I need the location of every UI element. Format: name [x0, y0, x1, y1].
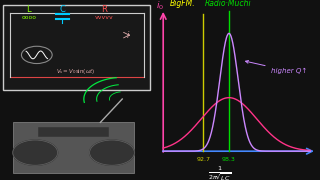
Circle shape: [21, 46, 52, 64]
Text: $V_s=V_0\sin(\omega t)$: $V_s=V_0\sin(\omega t)$: [56, 68, 95, 76]
Text: $i_0$: $i_0$: [156, 0, 164, 12]
Text: BigFM.: BigFM.: [170, 0, 195, 8]
Text: $\frac{1}{2\pi\sqrt{LC}}$: $\frac{1}{2\pi\sqrt{LC}}$: [208, 164, 231, 180]
Bar: [3, 5, 150, 90]
Text: 92.7: 92.7: [196, 157, 210, 162]
Circle shape: [90, 140, 134, 165]
Text: higher Q↑: higher Q↑: [245, 60, 307, 74]
Text: 98.3: 98.3: [222, 157, 236, 162]
Text: vvvvv: vvvvv: [95, 15, 113, 20]
Text: i: i: [127, 31, 129, 40]
Bar: [13, 122, 134, 173]
Text: oooo: oooo: [21, 15, 36, 20]
Circle shape: [13, 140, 58, 165]
Text: C: C: [60, 5, 65, 14]
Bar: [38, 127, 109, 136]
Text: L: L: [27, 5, 31, 14]
Text: Radio·Muchi: Radio·Muchi: [205, 0, 252, 8]
Text: R: R: [101, 5, 107, 14]
